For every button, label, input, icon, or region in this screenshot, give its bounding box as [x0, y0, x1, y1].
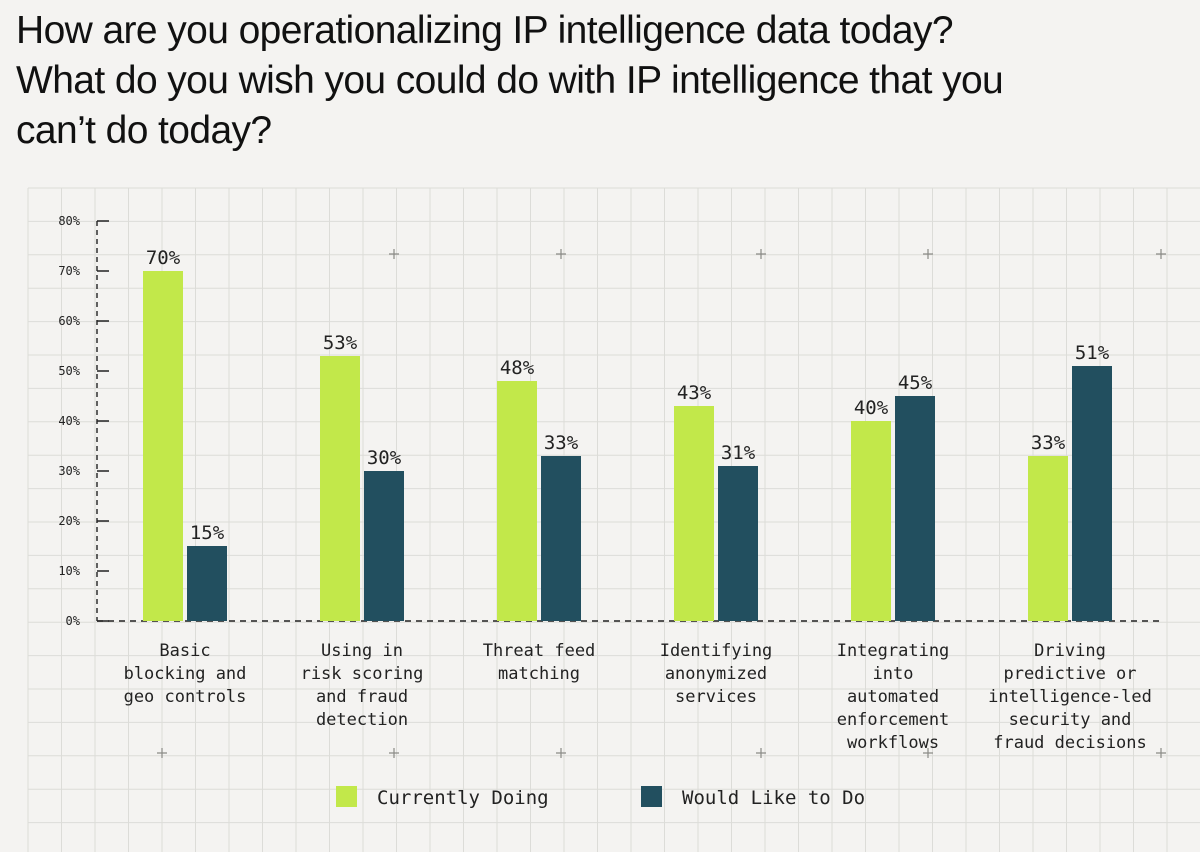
plus-mark: [923, 249, 933, 259]
y-tick-label: 10%: [58, 564, 80, 578]
x-category-label: Integrating into automated enforcement workf…: [837, 641, 950, 753]
x-category-label-line: enforcement: [837, 710, 950, 730]
x-labels: Basic blocking and geo controls Using in ris…: [124, 641, 1152, 753]
y-axis: 0% 10% 20% 30% 40% 50% 60% 70% 80%: [58, 214, 1160, 628]
title-line-2: What do you wish you could do with IP in…: [16, 59, 1004, 102]
plus-mark: [556, 748, 566, 758]
x-category-label-line: matching: [498, 664, 580, 684]
bar-value-label: 15%: [190, 522, 225, 544]
bar-would-like-to-do: [187, 546, 227, 621]
y-tick-label: 0%: [66, 614, 81, 628]
x-category-label-line: workflows: [847, 733, 939, 753]
plus-mark: [157, 748, 167, 758]
bar-value-label: 31%: [721, 442, 756, 464]
x-category-label-line: detection: [316, 710, 408, 730]
x-category-label-line: Using in: [321, 641, 403, 661]
legend: Currently Doing Would Like to Do: [336, 786, 865, 809]
x-category-label: Using in risk scoring and fraud detection: [301, 641, 424, 730]
x-category-label-line: into: [873, 664, 914, 684]
bar-would-like-to-do: [364, 471, 404, 621]
x-category-label-line: services: [675, 687, 757, 707]
bar-value-label: 40%: [854, 397, 889, 419]
x-category-label-line: blocking and: [124, 664, 247, 684]
bar-currently-doing: [1028, 456, 1068, 621]
bar-value-label: 51%: [1075, 342, 1110, 364]
x-category-label: Driving predictive or intelligence-led secu…: [988, 641, 1152, 753]
bar-value-label: 45%: [898, 372, 933, 394]
bar-would-like-to-do: [1072, 366, 1112, 621]
bar-currently-doing: [674, 406, 714, 621]
title-line-3: can’t do today?: [16, 109, 272, 152]
title-line-1: How are you operationalizing IP intellig…: [16, 9, 954, 52]
y-tick-label: 20%: [58, 514, 80, 528]
plus-marks: [157, 249, 1166, 758]
x-category-label-line: and fraud: [316, 687, 408, 707]
legend-label: Would Like to Do: [682, 787, 865, 809]
chart-title: How are you operationalizing IP intellig…: [16, 6, 1186, 156]
bar-value-label: 53%: [323, 332, 358, 354]
y-tick-label: 50%: [58, 364, 80, 378]
plus-mark: [1156, 249, 1166, 259]
bar-would-like-to-do: [895, 396, 935, 621]
bar-currently-doing: [497, 381, 537, 621]
x-category-label: Basic blocking and geo controls: [124, 641, 247, 707]
y-tick-label: 60%: [58, 314, 80, 328]
bar-currently-doing: [851, 421, 891, 621]
x-category-label-line: intelligence-led: [988, 687, 1152, 707]
x-category-label-line: Integrating: [837, 641, 950, 661]
plus-mark: [923, 748, 933, 758]
plus-mark: [756, 249, 766, 259]
bar-value-label: 43%: [677, 382, 712, 404]
y-tick-label: 80%: [58, 214, 80, 228]
bar-value-label: 33%: [1031, 432, 1066, 454]
x-category-label-line: Threat feed: [483, 641, 596, 661]
plus-mark: [1156, 748, 1166, 758]
plus-mark: [389, 249, 399, 259]
x-category-label-line: Identifying: [660, 641, 773, 661]
bar-value-label: 48%: [500, 357, 535, 379]
y-tick-label: 30%: [58, 464, 80, 478]
plus-mark: [389, 748, 399, 758]
x-category-label-line: Basic: [159, 641, 210, 661]
legend-swatch: [336, 786, 357, 807]
grid-layer: [27, 187, 1200, 852]
bar-would-like-to-do: [541, 456, 581, 621]
bar-value-label: 70%: [146, 247, 181, 269]
x-category-label-line: security and: [1009, 710, 1132, 730]
bar-currently-doing: [320, 356, 360, 621]
plus-mark: [756, 748, 766, 758]
bar-currently-doing: [143, 271, 183, 621]
x-category-label-line: geo controls: [124, 687, 247, 707]
plus-mark: [556, 249, 566, 259]
y-tick-label: 70%: [58, 264, 80, 278]
x-category-label-line: anonymized: [665, 664, 767, 684]
legend-swatch: [641, 786, 662, 807]
x-category-label: Threat feed matching: [483, 641, 596, 684]
bars-layer: 70% 15% 53% 30% 48% 33% 43% 31% 40% 45% 33% 51%: [143, 247, 1112, 621]
x-category-label-line: predictive or: [1003, 664, 1136, 684]
x-category-label-line: fraud decisions: [993, 733, 1147, 753]
x-category-label-line: Driving: [1034, 641, 1106, 661]
x-category-label-line: risk scoring: [301, 664, 424, 684]
bar-value-label: 33%: [544, 432, 579, 454]
legend-label: Currently Doing: [377, 787, 549, 809]
bar-would-like-to-do: [718, 466, 758, 621]
x-category-label-line: automated: [847, 687, 939, 707]
x-category-label: Identifying anonymized services: [660, 641, 773, 707]
y-tick-label: 40%: [58, 414, 80, 428]
bar-value-label: 30%: [367, 447, 402, 469]
